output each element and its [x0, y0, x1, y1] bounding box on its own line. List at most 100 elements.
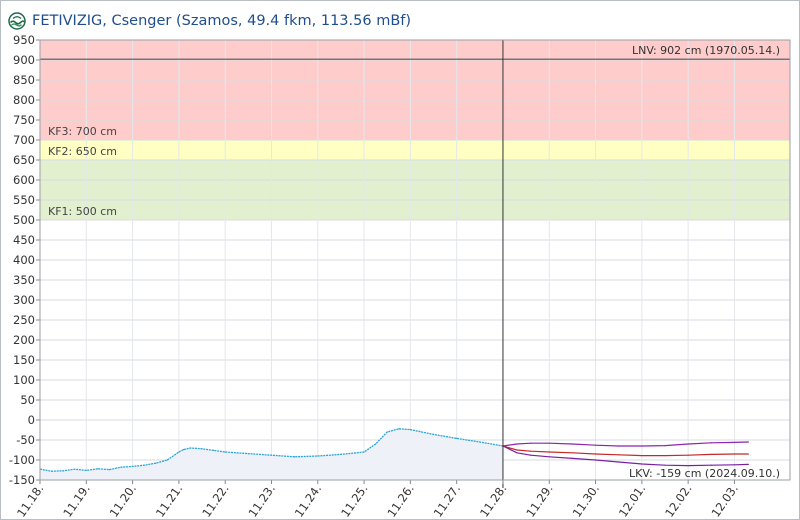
- series-point-forecast-upper: [618, 445, 620, 447]
- series-point-measured: [317, 455, 319, 457]
- series-point-forecast-mid: [530, 450, 532, 452]
- series-area: [40, 428, 503, 480]
- y-tick-label: 400: [13, 253, 35, 267]
- lnv-label: LNV: 902 cm (1970.05.14.): [632, 44, 780, 57]
- series-point-measured: [182, 449, 185, 451]
- series-point-forecast-upper: [664, 445, 666, 447]
- series-point-forecast-mid: [641, 455, 643, 457]
- lkv-label: LKV: -159 cm (2024.09.10.): [629, 467, 780, 480]
- series-point-measured: [375, 443, 377, 445]
- x-tick-label: 11.22.: [199, 482, 231, 520]
- series-point-forecast-upper: [548, 442, 550, 444]
- series-point-measured: [50, 470, 53, 472]
- series-point-measured: [189, 447, 192, 449]
- y-tick-label: 300: [13, 293, 35, 307]
- x-tick-label: 11.28.: [477, 482, 509, 520]
- series-point-measured: [340, 453, 342, 455]
- series-point-forecast-lower: [548, 456, 550, 458]
- series-point-measured: [74, 468, 76, 470]
- y-tick-label: 600: [13, 173, 35, 187]
- series-point-measured: [97, 468, 99, 470]
- series-point-forecast-lower: [641, 463, 643, 465]
- y-tick-label: 900: [13, 53, 35, 67]
- series-point-measured: [85, 469, 87, 471]
- x-tick-label: 11.24.: [292, 482, 324, 520]
- series-point-measured: [409, 429, 411, 431]
- series-point-forecast-mid: [618, 454, 620, 456]
- series-point-forecast-lower: [618, 461, 620, 463]
- y-tick-label: 0: [28, 413, 35, 427]
- y-tick-label: 650: [13, 153, 35, 167]
- series-point-measured: [131, 465, 134, 467]
- series-point-measured: [178, 451, 180, 453]
- y-tick-label: 200: [13, 333, 35, 347]
- series-point-forecast-lower: [747, 463, 749, 465]
- x-tick-label: 11.25.: [338, 482, 370, 520]
- series-point-forecast-upper: [733, 441, 736, 443]
- series-point-forecast-lower: [733, 464, 736, 466]
- y-tick-label: 950: [13, 33, 35, 47]
- series-point-forecast-lower: [687, 465, 689, 467]
- series-point-measured: [120, 466, 122, 468]
- series-point-forecast-upper: [516, 443, 518, 445]
- series-point-forecast-mid: [710, 453, 712, 455]
- chart-header: FETIVIZIG, Csenger (Szamos, 49.4 fkm, 11…: [8, 9, 411, 33]
- series-point-forecast-lower: [571, 457, 574, 459]
- annotation-layer: KF3: 700 cm KF2: 650 cm KF1: 500 cm LNV: 90…: [48, 44, 780, 480]
- series-point-forecast-upper: [571, 443, 574, 445]
- series-point-measured: [456, 437, 458, 439]
- series-point-measured: [155, 462, 157, 464]
- series-point-measured: [247, 453, 249, 455]
- y-tick-label: 800: [13, 93, 35, 107]
- series-point-forecast-mid: [747, 453, 749, 455]
- series-point-forecast-lower: [710, 464, 712, 466]
- x-tick-label: 12.03.: [708, 482, 740, 520]
- series-point-measured: [398, 428, 400, 430]
- x-tick-label: 11.27.: [431, 482, 463, 520]
- series-point-measured: [224, 451, 226, 453]
- y-tick-label: 700: [13, 133, 35, 147]
- x-tick-label: 11.18.: [14, 482, 46, 520]
- zone-band: [40, 140, 790, 160]
- series-point-measured: [213, 449, 215, 451]
- series-point-forecast-upper: [710, 442, 712, 444]
- area-layer: [40, 428, 503, 480]
- zone-label: KF3: 700 cm: [48, 125, 117, 138]
- series-point-forecast-mid: [594, 453, 597, 455]
- x-tick-label: 12.02.: [662, 482, 694, 520]
- y-tick-label: 250: [13, 313, 35, 327]
- y-tick-label: 350: [13, 273, 35, 287]
- x-tick-label: 11.23.: [245, 482, 277, 520]
- y-tick-label: 150: [13, 353, 35, 367]
- water-wave-logo-icon: [8, 12, 26, 30]
- series-point-forecast-upper: [641, 445, 643, 447]
- series-point-measured: [62, 470, 64, 472]
- y-tick-label: 850: [13, 73, 35, 87]
- series-point-forecast-upper: [530, 442, 532, 444]
- series-point-forecast-lower: [516, 452, 518, 454]
- x-tick-label: 11.20.: [107, 482, 139, 520]
- x-tick-label: 11.29.: [523, 482, 555, 520]
- series-point-measured: [294, 456, 296, 458]
- y-tick-label: 500: [13, 213, 35, 227]
- zone-band: [40, 40, 790, 140]
- series-point-forecast-upper: [687, 443, 689, 445]
- series-point-measured: [201, 448, 203, 450]
- zone-band: [40, 160, 790, 220]
- series-point-measured: [479, 441, 481, 443]
- series-point-forecast-mid: [548, 451, 550, 453]
- chart-title: FETIVIZIG, Csenger (Szamos, 49.4 fkm, 11…: [32, 13, 412, 29]
- series-point-measured: [143, 464, 145, 466]
- series-point-forecast-lower: [530, 454, 532, 456]
- y-tick-label: -100: [9, 453, 35, 467]
- x-tick-label: 11.30.: [570, 482, 602, 520]
- series-point-forecast-upper: [594, 444, 597, 446]
- series-point-measured: [270, 454, 273, 456]
- y-tick-label: 50: [20, 393, 35, 407]
- y-tick-label: -50: [16, 433, 35, 447]
- series-point-measured: [386, 431, 388, 433]
- series-point-forecast-mid: [733, 453, 736, 455]
- series-point-measured: [432, 433, 435, 435]
- y-tick-label: 450: [13, 233, 35, 247]
